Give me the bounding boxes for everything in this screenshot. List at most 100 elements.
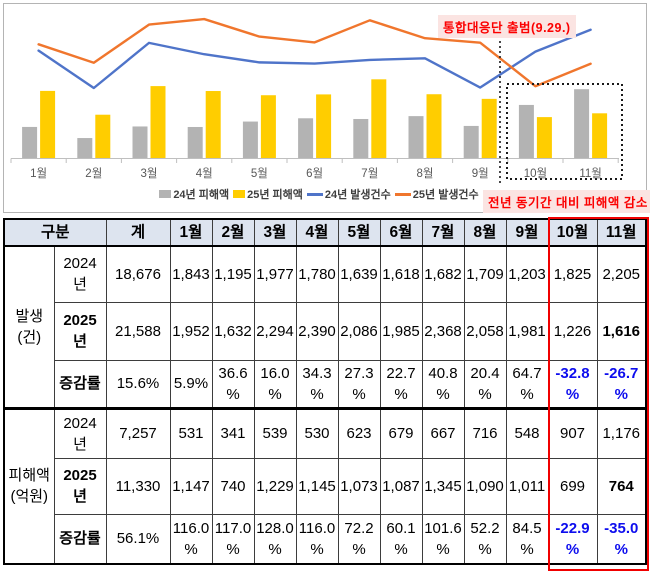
table-cell: 1,087 <box>379 457 423 515</box>
bar <box>426 94 442 158</box>
row-label: 2025 년 <box>53 301 107 361</box>
column-header: 계 <box>105 218 171 247</box>
table-cell: 667 <box>421 406 465 459</box>
x-axis-label: 8월 <box>416 168 434 180</box>
table-cell: 1,709 <box>463 245 507 303</box>
table-cell: 623 <box>337 406 381 459</box>
bar <box>518 104 534 158</box>
bar <box>316 94 332 158</box>
x-axis-label: 9월 <box>471 168 489 180</box>
table-cell: -32.8 % <box>547 359 598 409</box>
table-cell: 52.2 % <box>463 513 507 565</box>
table-cell: 1,090 <box>463 457 507 515</box>
table-cell: 101.6 % <box>421 513 465 565</box>
table-cell: 2,294 <box>253 301 297 361</box>
column-header: 11월 <box>596 218 647 247</box>
column-header: 1월 <box>169 218 213 247</box>
bar <box>592 113 608 158</box>
stats-table: 구분 계 1월 2월 3월 4월 5월 6월 7월 8월 9월 10월 11월 발생 (건) 2024 … <box>3 218 647 565</box>
table-cell: 679 <box>379 406 423 459</box>
table-cell: 1,147 <box>169 457 213 515</box>
bar <box>353 118 369 158</box>
x-axis-label: 11월 <box>579 168 602 180</box>
column-header: 9월 <box>505 218 549 247</box>
table-cell: 1,345 <box>421 457 465 515</box>
bar <box>242 121 258 158</box>
bar <box>40 90 56 158</box>
table-cell: 60.1 % <box>379 513 423 565</box>
table-cell: 907 <box>547 406 598 459</box>
table-cell: 27.3 % <box>337 359 381 409</box>
table-cell: 20.4 % <box>463 359 507 409</box>
table-cell: 1,145 <box>295 457 339 515</box>
table-cell: 116.0 % <box>295 513 339 565</box>
x-axis-label: 10월 <box>523 168 548 180</box>
table-cell: 764 <box>596 457 647 515</box>
legend-item: 25년 발생건수 <box>394 186 479 202</box>
legend-label: 25년 피해액 <box>247 189 303 201</box>
table-cell: 7,257 <box>105 406 171 459</box>
table-cell: 1,639 <box>337 245 381 303</box>
line-2025-cases <box>37 17 592 88</box>
table-cell: 84.5 % <box>505 513 549 565</box>
table-header-row: 구분 계 1월 2월 3월 4월 5월 6월 7월 8월 9월 10월 11월 <box>3 218 647 247</box>
table-row: 2025 년 11,330 1,147 740 1,229 1,145 1,073 1,087… <box>4 457 647 515</box>
table-cell: 2,368 <box>421 301 465 361</box>
x-axis-label: 5월 <box>250 168 268 180</box>
table-cell: -35.0 % <box>596 513 647 565</box>
bars-2025-damage <box>40 79 608 158</box>
table-cell: 1,632 <box>211 301 255 361</box>
x-axis-label: 4월 <box>195 168 213 180</box>
line-2024-cases <box>37 28 592 90</box>
table-row: 증감률 56.1% 116.0 % 117.0 % 128.0 % 116.0 % 72.2… <box>4 513 647 565</box>
table-cell: 2,086 <box>337 301 381 361</box>
column-header: 3월 <box>253 218 297 247</box>
legend-item: 24년 발생건수 <box>306 186 391 202</box>
chart-legend: 24년 피해액 25년 피해액 24년 발생건수 25년 발생건수 <box>4 186 634 202</box>
table-cell: 1,176 <box>596 406 647 459</box>
legend-label: 24년 피해액 <box>173 189 230 201</box>
table-cell: 1,682 <box>421 245 465 303</box>
table-cell: 1,011 <box>505 457 549 515</box>
table-cell: 2,390 <box>295 301 339 361</box>
bar <box>95 114 111 158</box>
legend-bar-swatch <box>159 190 172 198</box>
table-cell: 716 <box>463 406 507 459</box>
table-cell: 1,780 <box>295 245 339 303</box>
table-cell: 5.9% <box>169 359 213 409</box>
row-group-label: 피해액 (억원) <box>3 406 55 565</box>
table-row: 발생 (건) 2024 년 18,676 1,843 1,195 1,977 1,780 1,… <box>3 245 647 409</box>
bar <box>22 126 38 158</box>
x-axis-label: 6월 <box>306 168 324 180</box>
row-label: 2024 년 <box>53 406 107 459</box>
table-row: 피해액 (억원) 2024 년 7,257 531 341 539 530 623 679 667… <box>3 406 647 565</box>
x-axis-label: 1월 <box>30 168 48 180</box>
bar <box>536 117 552 158</box>
column-header: 7월 <box>421 218 465 247</box>
table-cell: 116.0 % <box>169 513 213 565</box>
table-cell: 548 <box>505 406 549 459</box>
table-cell: 18,676 <box>105 245 171 303</box>
table-cell: 56.1% <box>105 513 171 565</box>
legend-item: 25년 피해액 <box>233 186 303 202</box>
table-cell: 34.3 % <box>295 359 339 409</box>
table-cell: 740 <box>211 457 255 515</box>
table-cell: 341 <box>211 406 255 459</box>
column-header: 2월 <box>211 218 255 247</box>
bar <box>150 86 166 158</box>
bar <box>463 125 479 158</box>
table-cell: 72.2 % <box>337 513 381 565</box>
row-label: 증감률 <box>53 359 107 409</box>
bar <box>481 98 497 158</box>
legend-label: 25년 발생건수 <box>412 189 479 201</box>
table-cell: 15.6% <box>105 359 171 409</box>
combo-chart-panel: 1월 2월 3월 4월 5월 6월 7월 8월 9월 10월 11월 24년 피해액 25년 피해액 2… <box>3 3 650 213</box>
table-cell: 530 <box>295 406 339 459</box>
table-cell: 64.7 % <box>505 359 549 409</box>
table-cell: 2,058 <box>463 301 507 361</box>
table-cell: 1,952 <box>169 301 213 361</box>
bar <box>574 89 590 158</box>
table-cell: 1,825 <box>547 245 598 303</box>
legend-item: 24년 피해액 <box>159 186 229 202</box>
table-cell: 1,203 <box>505 245 549 303</box>
